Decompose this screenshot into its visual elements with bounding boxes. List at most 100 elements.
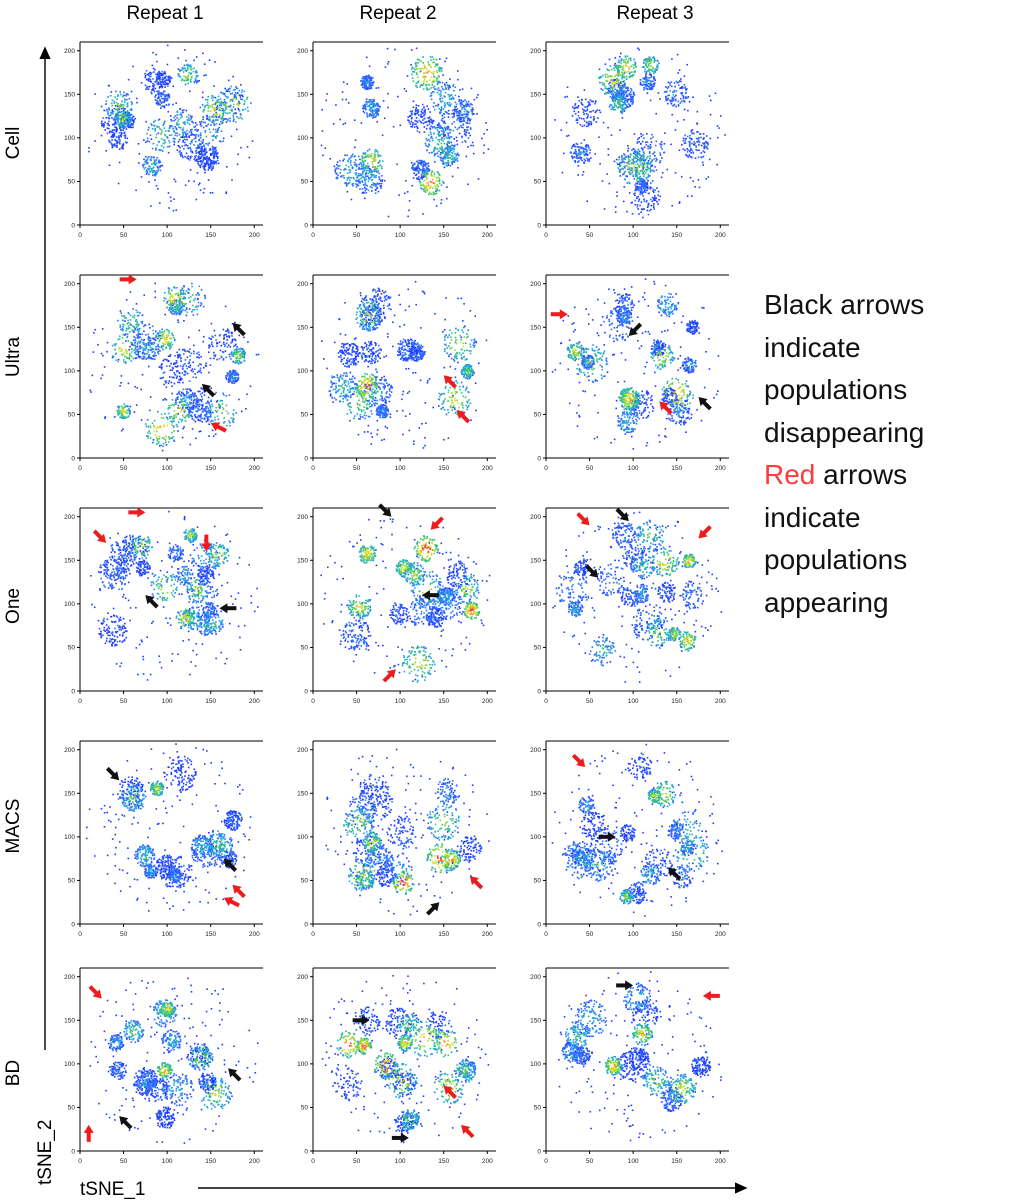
data-point: [167, 146, 169, 148]
data-point: [338, 165, 340, 167]
data-point: [394, 49, 396, 51]
data-point: [650, 182, 652, 184]
data-point: [697, 111, 699, 113]
data-point: [378, 108, 380, 110]
data-point: [609, 90, 611, 92]
data-point: [624, 162, 626, 164]
data-point: [448, 94, 450, 96]
data-point: [605, 63, 607, 65]
data-point: [200, 135, 202, 137]
data-point: [575, 160, 577, 162]
data-point: [420, 185, 422, 187]
data-point: [429, 187, 431, 189]
data-point: [471, 104, 473, 106]
data-point: [619, 66, 621, 68]
data-point: [197, 158, 199, 160]
data-point: [173, 144, 175, 146]
data-point: [633, 162, 635, 164]
data-point: [382, 135, 384, 137]
data-point: [237, 154, 239, 156]
data-point: [184, 139, 186, 141]
data-point: [700, 156, 702, 158]
data-point: [616, 159, 618, 161]
data-point: [183, 127, 185, 129]
data-point: [642, 66, 644, 68]
data-point: [609, 183, 611, 185]
data-point: [431, 171, 433, 173]
data-point: [473, 109, 475, 111]
data-point: [454, 106, 456, 108]
data-point: [365, 165, 367, 167]
data-point: [119, 91, 121, 93]
data-point: [188, 117, 190, 119]
data-point: [164, 77, 166, 79]
data-point: [452, 157, 454, 159]
data-point: [689, 135, 691, 137]
data-point: [685, 138, 687, 140]
data-point: [188, 72, 190, 74]
data-point: [660, 154, 662, 156]
data-point: [677, 54, 679, 56]
data-point: [162, 81, 164, 83]
data-point: [128, 124, 130, 126]
data-point: [671, 101, 673, 103]
data-point: [580, 153, 582, 155]
data-point: [138, 162, 140, 164]
data-point: [589, 111, 591, 113]
data-point: [372, 179, 374, 181]
data-point: [637, 208, 639, 210]
data-point: [454, 146, 456, 148]
data-point: [203, 157, 205, 159]
data-point: [609, 59, 611, 61]
data-point: [374, 155, 376, 157]
data-point: [669, 90, 671, 92]
data-point: [336, 177, 338, 179]
data-point: [427, 182, 429, 184]
data-point: [654, 78, 656, 80]
data-point: [422, 112, 424, 114]
data-point: [365, 160, 367, 162]
data-point: [172, 126, 174, 128]
data-point: [469, 135, 471, 137]
data-point: [616, 92, 618, 94]
data-point: [355, 163, 357, 165]
data-point: [342, 99, 344, 101]
data-point: [690, 131, 692, 133]
data-point: [360, 178, 362, 180]
data-point: [427, 61, 429, 63]
y-tick-label: 150: [297, 92, 308, 99]
data-point: [643, 179, 645, 181]
data-point: [698, 137, 700, 139]
data-point: [442, 181, 444, 183]
data-point: [650, 161, 652, 163]
data-point: [578, 100, 580, 102]
data-point: [618, 60, 620, 62]
data-point: [649, 72, 651, 74]
data-point: [634, 72, 636, 74]
data-point: [422, 161, 424, 163]
data-point: [212, 106, 214, 108]
data-point: [120, 112, 122, 114]
data-point: [121, 125, 123, 127]
data-point: [329, 158, 331, 160]
data-point: [631, 159, 633, 161]
data-point: [376, 87, 378, 89]
data-point: [368, 102, 370, 104]
data-point: [421, 116, 423, 118]
data-point: [433, 133, 435, 135]
data-point: [675, 129, 677, 131]
data-point: [210, 166, 212, 168]
data-point: [119, 132, 121, 134]
data-point: [424, 65, 426, 67]
data-point: [362, 180, 364, 182]
data-point: [367, 150, 369, 152]
data-point: [440, 100, 442, 102]
data-point: [171, 134, 173, 136]
data-point: [638, 165, 640, 167]
data-point: [416, 85, 418, 87]
data-point: [373, 182, 375, 184]
data-point: [582, 104, 584, 106]
data-point: [442, 163, 444, 165]
data-point: [646, 157, 648, 159]
data-point: [425, 164, 427, 166]
